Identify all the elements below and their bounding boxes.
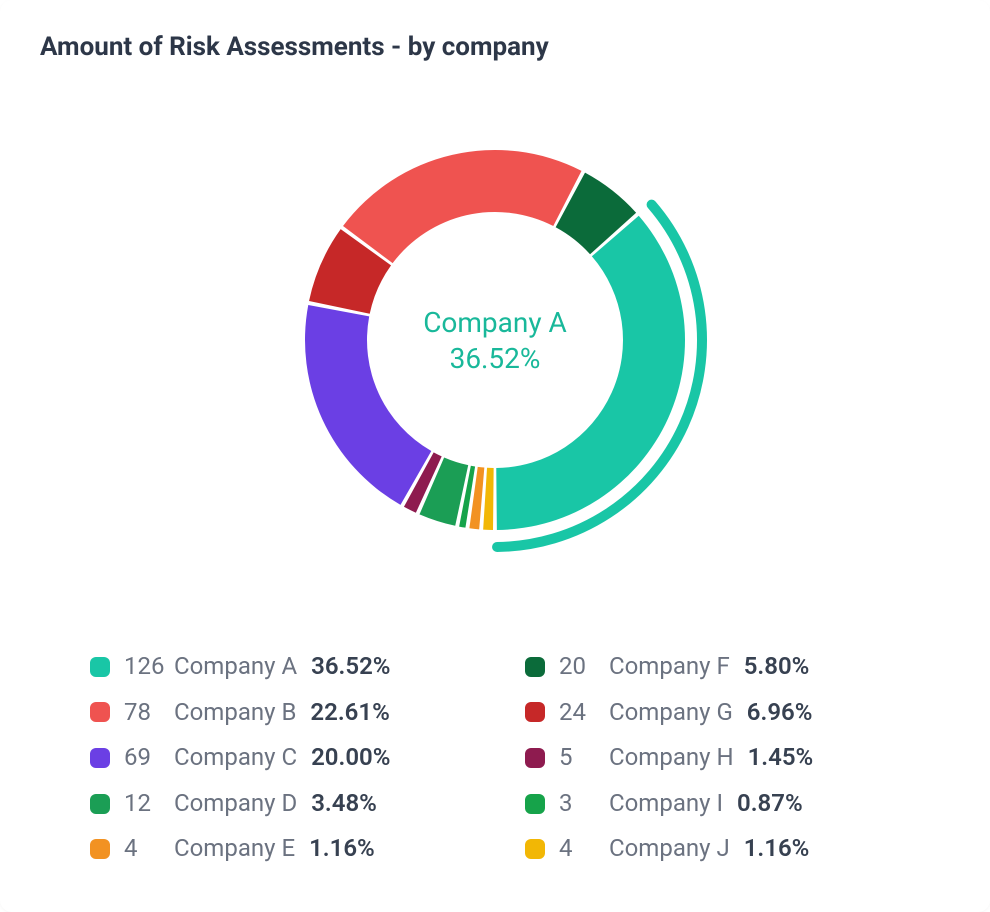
legend-swatch (90, 794, 110, 814)
legend-swatch (525, 702, 545, 722)
donut-center-label: Company A (423, 306, 567, 339)
legend-swatch (525, 839, 545, 859)
legend-count: 78 (124, 696, 168, 730)
legend-count: 24 (559, 696, 603, 730)
legend-swatch (90, 702, 110, 722)
legend-pct: 1.45% (748, 741, 814, 775)
legend-pct: 5.80% (744, 650, 810, 684)
legend-swatch (525, 748, 545, 768)
legend-item[interactable]: 78Company B 22.61% (90, 696, 465, 730)
legend-pct: 20.00% (311, 741, 390, 775)
donut-slice[interactable] (305, 305, 431, 505)
legend-pct: 3.48% (311, 787, 377, 821)
legend: 126Company A36.52%20Company F5.80%78Comp… (40, 650, 950, 866)
legend-pct: 0.87% (737, 787, 803, 821)
legend-pct: 22.61% (310, 696, 389, 730)
chart-wrap: Company A 36.52% (40, 70, 950, 630)
legend-name: Company C (174, 741, 297, 775)
legend-item[interactable]: 3Company I 0.87% (525, 787, 900, 821)
legend-name: Company A (174, 650, 297, 684)
legend-name: Company I (609, 787, 723, 821)
legend-swatch (90, 657, 110, 677)
legend-swatch (90, 748, 110, 768)
legend-name: Company H (609, 741, 734, 775)
legend-pct: 6.96% (747, 696, 813, 730)
legend-swatch (525, 657, 545, 677)
legend-count: 126 (124, 650, 168, 684)
legend-pct: 1.16% (744, 832, 810, 866)
legend-item[interactable]: 69Company C 20.00% (90, 741, 465, 775)
legend-item[interactable]: 12Company D 3.48% (90, 787, 465, 821)
donut-slice[interactable] (483, 468, 494, 530)
legend-item[interactable]: 4Company J 1.16% (525, 832, 900, 866)
legend-count: 4 (559, 832, 603, 866)
legend-name: Company F (609, 650, 730, 684)
legend-name: Company D (174, 787, 297, 821)
donut-chart: Company A 36.52% (215, 70, 775, 630)
legend-count: 12 (124, 787, 168, 821)
legend-name: Company E (174, 832, 295, 866)
legend-item[interactable]: 126Company A 36.52% (90, 650, 465, 684)
legend-pct: 36.52% (311, 650, 390, 684)
chart-card: Amount of Risk Assessments - by company … (0, 0, 990, 912)
legend-pct: 1.16% (309, 832, 375, 866)
legend-name: Company J (609, 832, 730, 866)
chart-title: Amount of Risk Assessments - by company (40, 32, 950, 62)
legend-name: Company G (609, 696, 733, 730)
legend-item[interactable]: 24Company G 6.96% (525, 696, 900, 730)
legend-count: 3 (559, 787, 603, 821)
legend-item[interactable]: 4Company E 1.16% (90, 832, 465, 866)
legend-count: 69 (124, 741, 168, 775)
legend-swatch (90, 839, 110, 859)
legend-name: Company B (174, 696, 296, 730)
legend-count: 4 (124, 832, 168, 866)
legend-count: 20 (559, 650, 603, 684)
legend-item[interactable]: 20Company F 5.80% (525, 650, 900, 684)
donut-slice[interactable] (343, 150, 581, 263)
donut-center-pct: 36.52% (450, 342, 541, 375)
legend-swatch (525, 794, 545, 814)
legend-count: 5 (559, 741, 603, 775)
legend-item[interactable]: 5Company H 1.45% (525, 741, 900, 775)
